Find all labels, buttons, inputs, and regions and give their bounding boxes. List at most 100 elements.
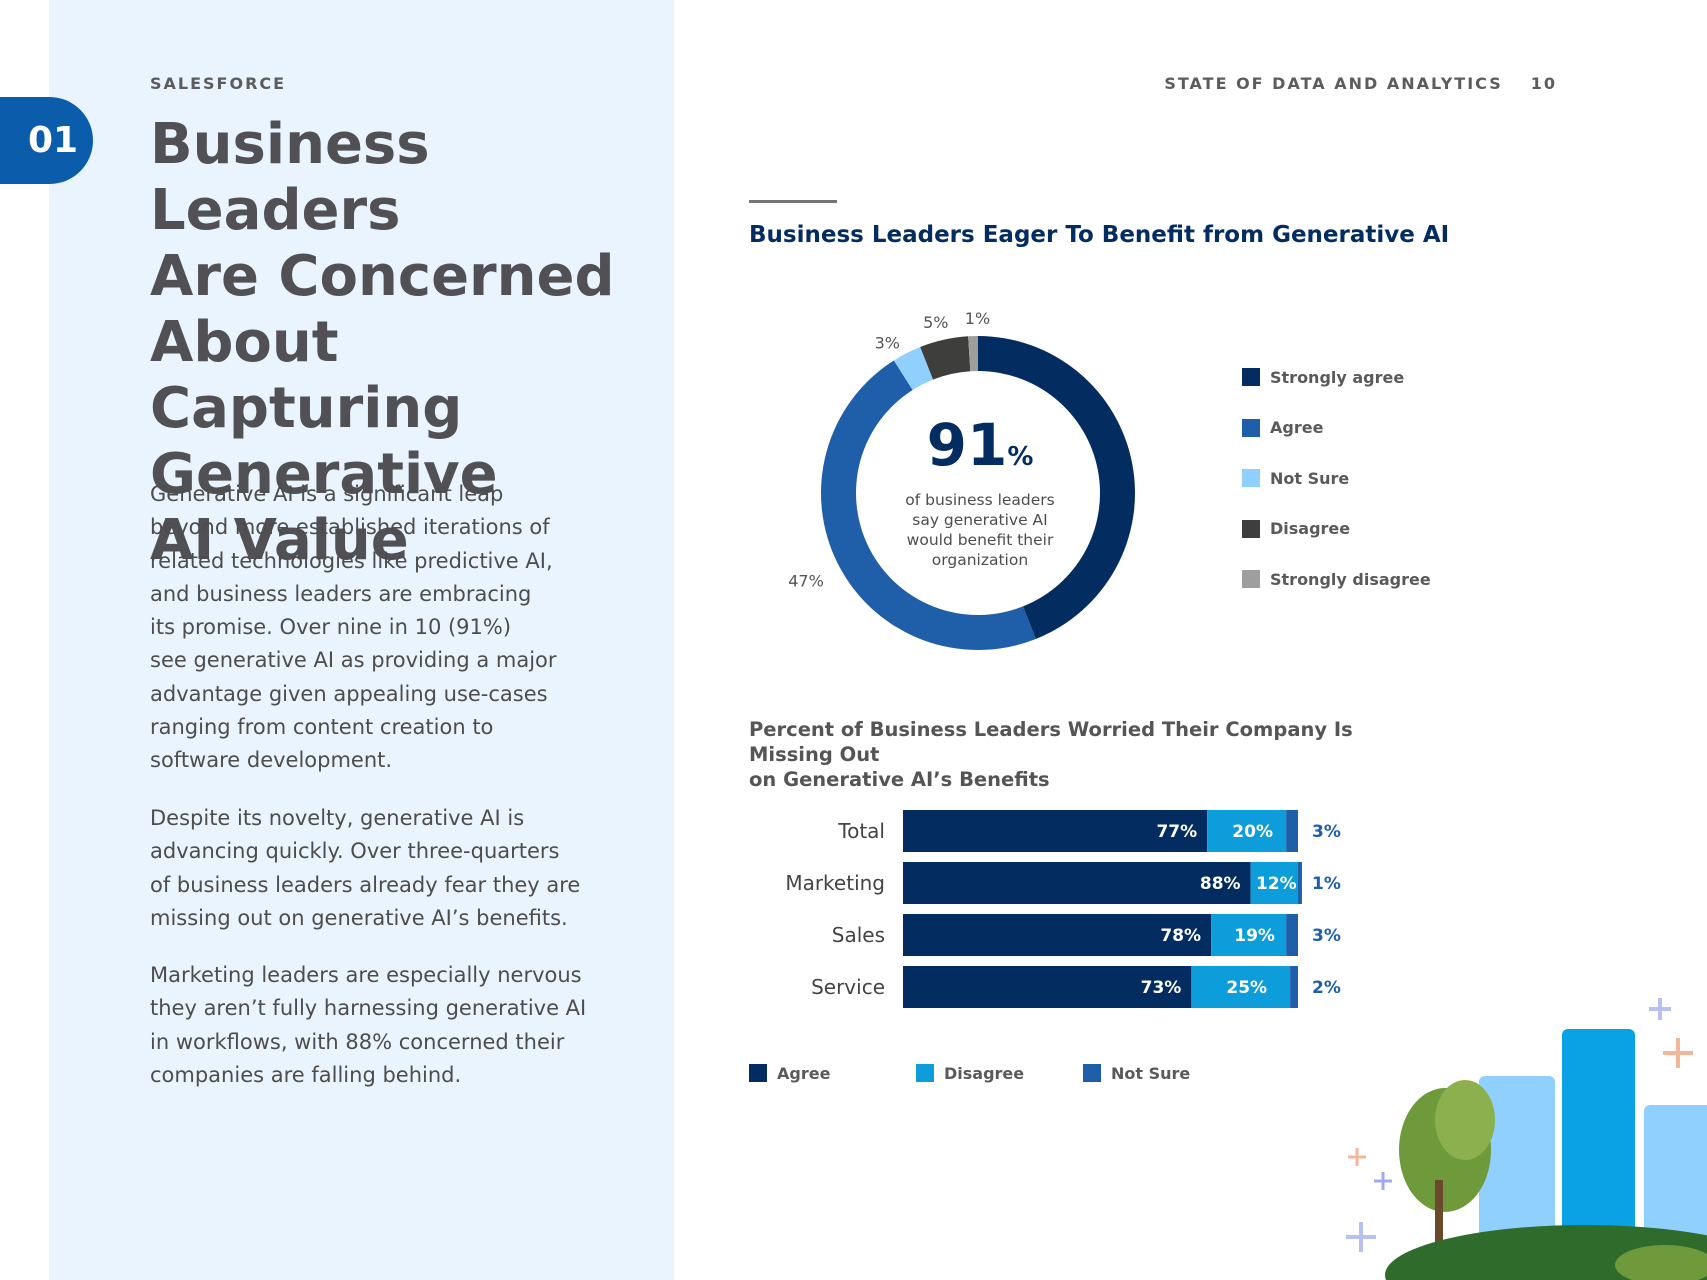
chapter-badge: 01	[0, 97, 93, 184]
center-value: 91	[926, 411, 1008, 479]
legend-swatch	[1242, 570, 1260, 589]
bar-data-label: 88%	[1200, 874, 1241, 894]
plus-icon	[1374, 1172, 1392, 1190]
center-caption-line: organization	[931, 551, 1029, 569]
legend-item-agree: Agree	[1242, 403, 1431, 454]
center-value-wrap: 91%	[895, 412, 1065, 490]
legend-swatch	[1083, 1064, 1101, 1082]
title-line: on Generative AI’s Benefits	[749, 768, 1050, 791]
bar-segment-not-sure	[1286, 914, 1298, 956]
headline-line: Generative	[150, 442, 498, 507]
bar-data-label: 25%	[1226, 978, 1267, 998]
donut-chart: 44%47%3%5%1%	[788, 309, 1135, 650]
bar-data-label: 19%	[1234, 926, 1275, 946]
section-rule	[749, 200, 837, 203]
text-line: and business leaders are embracing	[150, 581, 532, 606]
legend-swatch	[1242, 519, 1260, 538]
bar-segment-agree	[903, 862, 1251, 904]
text-line: Marketing leaders are especially nervous	[150, 963, 582, 987]
donut-chart-title: Business Leaders Eager To Benefit from G…	[749, 222, 1450, 248]
headline-line: AI Value	[150, 508, 409, 573]
left-panel	[49, 0, 674, 1280]
legend-swatch	[1242, 418, 1260, 437]
legend-label: Disagree	[944, 1063, 1025, 1083]
legend-item-not-sure: Not Sure	[1242, 453, 1431, 504]
bar-segment-not-sure	[1290, 966, 1298, 1008]
report-title: STATE OF DATA AND ANALYTICS	[1164, 74, 1503, 93]
text-line: of business leaders already fear they ar…	[150, 872, 581, 897]
report-header: STATE OF DATA AND ANALYTICS 10	[1164, 74, 1557, 93]
center-caption-line: would benefit their	[906, 531, 1054, 549]
stacked-bar-chart: Total 77% 20% 3% Marketing 88% 12% 1% Sales 78% 19…	[785, 810, 1341, 1008]
legend-item-disagree: Disagree	[916, 1062, 1083, 1084]
bar-data-label: 12%	[1256, 874, 1297, 894]
donut-center: 91% of business leaders say generative A…	[895, 412, 1065, 570]
center-caption-line: say generative AI	[912, 511, 1048, 529]
bar-data-label: 3%	[1312, 926, 1341, 946]
bar-category-label: Marketing	[785, 871, 885, 895]
bar-data-label: 78%	[1160, 926, 1201, 946]
bar-category-label: Service	[811, 975, 885, 999]
legend-label: Not Sure	[1111, 1063, 1191, 1083]
headline-line: About Capturing	[150, 310, 463, 441]
bar-data-label: 73%	[1141, 978, 1182, 998]
bar-category-label: Sales	[832, 923, 885, 947]
bar-category-label: Total	[837, 819, 885, 843]
body-paragraph-1: Generative AI is a significant leap beyo…	[150, 478, 600, 778]
donut-data-label: 1%	[965, 309, 990, 328]
legend-item-strongly-agree: Strongly agree	[1242, 352, 1431, 403]
text-line: missing out on generative AI’s benefits.	[150, 905, 568, 930]
plus-icon	[1649, 998, 1671, 1020]
donut-slice-strongly-agree	[978, 336, 1135, 639]
legend-label: Agree	[1270, 418, 1324, 438]
brand-name: SALESFORCE	[150, 74, 287, 93]
legend-item-disagree: Disagree	[1242, 504, 1431, 555]
center-caption-line: of business leaders	[905, 491, 1055, 509]
decorative-illustration	[1346, 998, 1707, 1280]
bar-segment-agree	[903, 810, 1208, 852]
title-line: Percent of Business Leaders Worried Thei…	[749, 718, 1353, 766]
text-line: Generative AI is a significant leap	[150, 482, 504, 506]
text-line: beyond more established iterations of	[150, 515, 550, 540]
legend-swatch	[1242, 469, 1260, 488]
headline-line: Business Leaders	[150, 112, 430, 243]
text-line: see generative AI as providing a major	[150, 648, 557, 673]
bar-data-label: 1%	[1312, 874, 1341, 894]
text-line: advancing quickly. Over three-quarters	[150, 839, 560, 864]
donut-slice-disagree	[920, 336, 971, 380]
legend-label: Strongly agree	[1270, 367, 1405, 387]
donut-data-label: 3%	[875, 333, 900, 352]
legend-label: Agree	[777, 1063, 831, 1083]
body-paragraph-2: Despite its novelty, generative AI is ad…	[150, 802, 600, 935]
tree-trunk-icon	[1435, 1180, 1443, 1280]
donut-slice-not-sure	[893, 347, 934, 390]
text-line: companies are falling behind.	[150, 1062, 462, 1087]
donut-legend: Strongly agree Agree Not Sure Disagree S…	[1242, 352, 1431, 605]
legend-item-not-sure: Not Sure	[1083, 1062, 1190, 1084]
text-line: Despite its novelty, generative AI is	[150, 806, 525, 830]
bar-data-label: 20%	[1232, 822, 1273, 842]
bar-segment-not-sure	[1298, 862, 1302, 904]
bar-segment-disagree	[1211, 914, 1287, 956]
body-paragraph-3: Marketing leaders are especially nervous…	[150, 959, 600, 1092]
bar-data-label: 2%	[1312, 978, 1341, 998]
bar-segment-disagree	[1207, 810, 1287, 852]
legend-item-strongly-disagree: Strongly disagree	[1242, 554, 1431, 605]
bush-icon	[1615, 1245, 1707, 1280]
legend-swatch	[916, 1064, 934, 1082]
bar-data-label: 77%	[1156, 822, 1197, 842]
donut-data-label: 5%	[923, 313, 948, 332]
legend-swatch	[1242, 368, 1260, 387]
bar-legend: Agree Disagree Not Sure	[749, 1062, 1190, 1084]
bar-segment-agree	[903, 914, 1212, 956]
donut-slice-agree	[821, 360, 1036, 650]
bar-segment-disagree	[1191, 966, 1291, 1008]
plus-icon	[1348, 1148, 1366, 1166]
deco-bar	[1562, 1029, 1635, 1280]
plus-icon	[1663, 1038, 1693, 1068]
text-line: software development.	[150, 748, 393, 773]
center-unit: %	[1007, 442, 1034, 472]
text-line: they aren’t fully harnessing generative …	[150, 996, 587, 1021]
bar-segment-disagree	[1250, 862, 1298, 904]
bar-segment-not-sure	[1286, 810, 1298, 852]
